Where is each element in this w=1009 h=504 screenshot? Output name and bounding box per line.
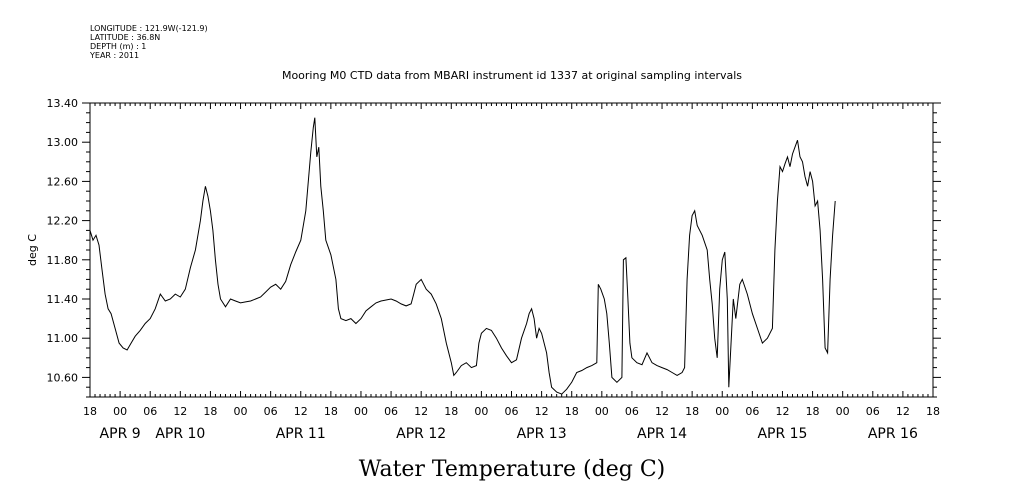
- x-hour-label: 18: [324, 405, 338, 418]
- x-hour-label: 12: [655, 405, 669, 418]
- x-hour-label: 18: [806, 405, 820, 418]
- x-day-label: APR 10: [155, 426, 205, 442]
- y-tick-label: 11.00: [47, 332, 79, 345]
- x-day-label: APR 12: [396, 426, 446, 442]
- x-hour-label: 12: [173, 405, 187, 418]
- x-hour-label: 12: [294, 405, 308, 418]
- x-day-labels: APR 9 APR 10 APR 11 APR 12 APR 13 APR 14 APR 1…: [100, 426, 918, 442]
- y-tick-label: 11.80: [47, 254, 79, 267]
- x-day-label: APR 11: [276, 426, 326, 442]
- x-hour-label: 06: [866, 405, 880, 418]
- x-day-label: APR 16: [868, 426, 918, 442]
- x-hour-label: 00: [595, 405, 609, 418]
- x-hour-label: 06: [143, 405, 157, 418]
- x-hour-label: 00: [354, 405, 368, 418]
- x-hour-label: 00: [474, 405, 488, 418]
- x-day-label: APR 15: [757, 426, 807, 442]
- chart-title: Mooring M0 CTD data from MBARI instrumen…: [282, 69, 742, 82]
- x-day-label: APR 9: [100, 426, 141, 442]
- x-hour-label: 18: [444, 405, 458, 418]
- y-tick-label: 12.20: [47, 215, 79, 228]
- y-tick-labels: 10.60 11.00 11.40 11.80 12.20 12.60 13.00 13.40: [47, 97, 79, 384]
- y-tick-label: 10.60: [47, 371, 79, 384]
- x-hour-label: 18: [565, 405, 579, 418]
- x-hour-label: 06: [505, 405, 519, 418]
- x-axis-label: Water Temperature (deg C): [359, 457, 666, 482]
- x-day-label: APR 14: [637, 426, 687, 442]
- x-day-label: APR 13: [517, 426, 567, 442]
- x-hour-label: 06: [625, 405, 639, 418]
- x-hour-label: 00: [234, 405, 248, 418]
- depth-label: DEPTH (m) : 1: [90, 42, 146, 51]
- x-hour-label: 06: [384, 405, 398, 418]
- x-hour-label: 12: [896, 405, 910, 418]
- series-line: [89, 117, 836, 395]
- x-hour-label: 18: [685, 405, 699, 418]
- y-tick-label: 13.00: [47, 136, 79, 149]
- x-hour-label: 06: [745, 405, 759, 418]
- x-hour-label: 00: [113, 405, 127, 418]
- x-hour-label: 12: [535, 405, 549, 418]
- longitude-label: LONGITUDE : 121.9W(-121.9): [90, 24, 208, 33]
- y-axis-label: deg C: [26, 234, 39, 266]
- mooring-metadata: LONGITUDE : 121.9W(-121.9) LATITUDE : 36…: [89, 24, 208, 60]
- x-hour-label: 18: [83, 405, 97, 418]
- x-hour-label: 00: [715, 405, 729, 418]
- x-hour-label: 18: [926, 405, 940, 418]
- x-hour-label: 18: [203, 405, 217, 418]
- year-label: YEAR : 2011: [89, 51, 139, 60]
- plot-frame: [89, 102, 934, 398]
- x-hour-label: 06: [264, 405, 278, 418]
- y-tick-label: 13.40: [47, 97, 79, 110]
- latitude-label: LATITUDE : 36.8N: [90, 33, 160, 42]
- x-hour-labels: 18 00 06 12 18 00 06 12 18 00 06 12 18 00 06 12 18 00 06 12…: [83, 405, 940, 418]
- y-tick-label: 12.60: [47, 175, 79, 188]
- x-hour-label: 12: [775, 405, 789, 418]
- axis-ticks: [82, 102, 941, 398]
- x-hour-label: 12: [414, 405, 428, 418]
- x-hour-label: 00: [836, 405, 850, 418]
- y-tick-label: 11.40: [47, 293, 79, 306]
